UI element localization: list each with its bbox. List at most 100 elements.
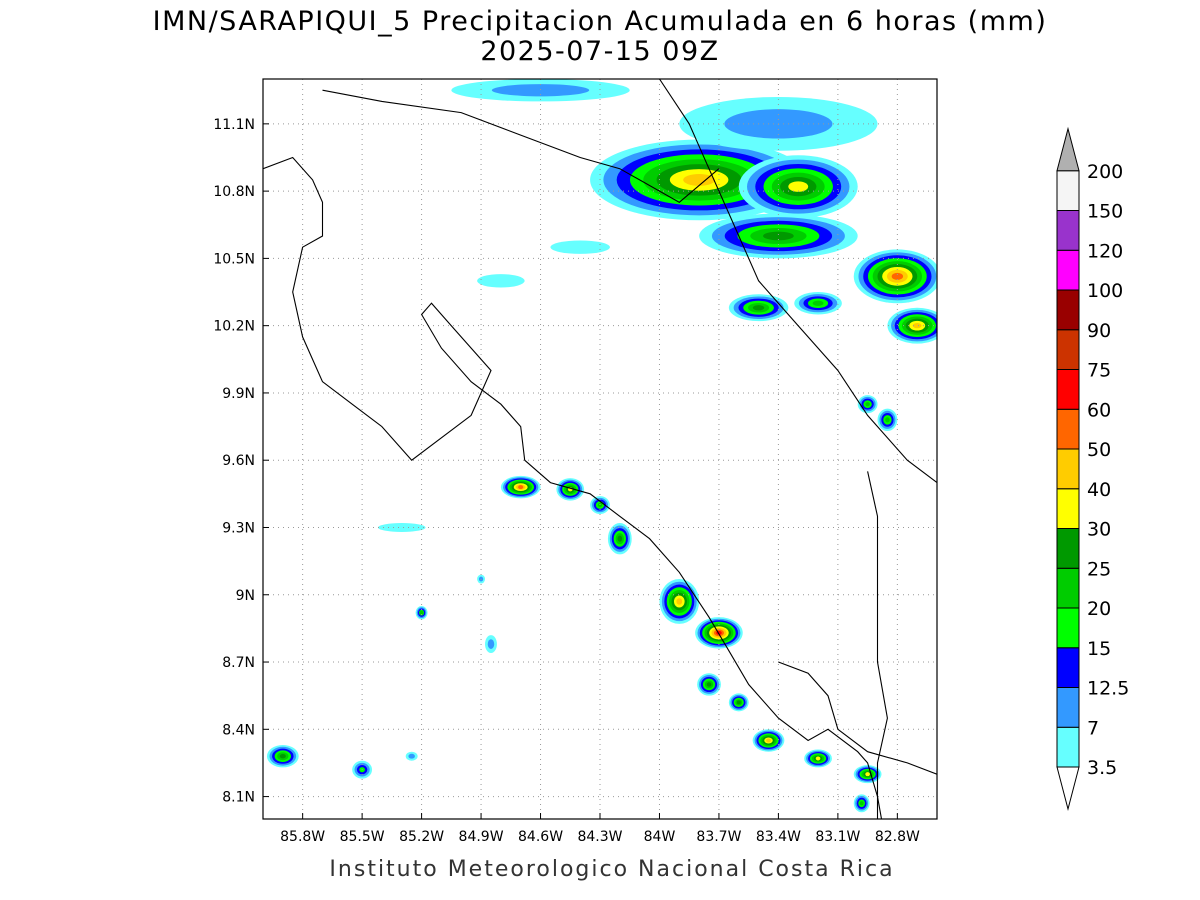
precip-cell <box>659 579 700 624</box>
precip-contour <box>597 502 603 508</box>
lon-tick-label: 82.8W <box>875 829 920 845</box>
precip-contour <box>815 756 821 761</box>
map-plot-area: 85.8W 85.5W 85.2W 84.9W 84.6W 84.3W 84W 83.7W 83… <box>213 78 938 845</box>
precip-cell <box>877 408 898 432</box>
colorbar-swatch <box>1056 448 1080 490</box>
precip-contour <box>859 801 864 806</box>
colorbar-label: 50 <box>1087 439 1111 461</box>
colorbar-swatch <box>1056 607 1080 649</box>
precip-cell <box>853 249 937 304</box>
colorbar-label: 100 <box>1087 280 1123 302</box>
precipitation-colorbar: 3.5 7 12.5 15 20 25 30 40 50 60 75 90 100 120 150 200 <box>1056 126 1129 811</box>
panama-border <box>867 471 888 819</box>
panama-coastline <box>778 661 937 775</box>
precip-cell <box>695 617 743 649</box>
lon-tick-label: 84.6W <box>518 829 563 845</box>
precip-cell <box>728 693 749 712</box>
precip-contour <box>912 323 922 329</box>
precip-cell <box>853 794 870 813</box>
precip-cell <box>266 745 299 768</box>
coastlines-and-borders <box>263 79 937 819</box>
precip-contour <box>706 682 712 687</box>
precip-cell <box>804 749 832 768</box>
colorbar-swatch <box>1056 249 1080 291</box>
precip-contour <box>550 240 610 254</box>
lat-tick-label: 10.8N <box>213 184 255 200</box>
colorbar-swatch <box>1056 726 1080 768</box>
lat-tick-label: 8.1N <box>222 790 255 806</box>
colorbar-label: 75 <box>1087 360 1111 382</box>
colorbar-label: 150 <box>1087 201 1123 223</box>
precip-cell <box>728 294 789 322</box>
map-title: IMN/SARAPIQUI_5 Precipitacion Acumulada … <box>153 6 1048 37</box>
precip-cell <box>415 605 428 620</box>
lon-tick-label: 84W <box>644 829 676 845</box>
colorbar-swatch <box>1056 369 1080 410</box>
precip-contour <box>279 754 286 759</box>
precip-contour <box>788 181 809 192</box>
precip-cell <box>590 496 610 515</box>
lat-tick-label: 9.9N <box>222 386 255 402</box>
precip-contour <box>377 523 426 532</box>
lon-tick-label: 85.2W <box>399 829 444 845</box>
precip-contour <box>763 231 794 241</box>
colorbar-swatch <box>1056 408 1080 450</box>
precip-cell <box>477 274 525 288</box>
precip-cell <box>485 635 497 654</box>
precip-contour <box>419 610 424 615</box>
colorbar-swatch <box>1056 289 1080 331</box>
precip-cell <box>794 292 842 315</box>
nicaragua-border <box>322 89 720 203</box>
precip-contour <box>408 753 415 759</box>
lon-tick-label: 83.4W <box>756 829 801 845</box>
colorbar-swatch <box>1056 687 1080 728</box>
precip-contour <box>491 84 590 97</box>
precip-cell <box>697 673 721 696</box>
precip-contour <box>477 274 525 288</box>
precip-contour <box>812 300 824 306</box>
precip-contour <box>617 535 623 542</box>
precip-cell <box>887 307 937 344</box>
colorbar-swatch <box>1056 210 1080 251</box>
pacific-coastline <box>263 156 883 819</box>
colorbar-label: 90 <box>1087 320 1111 342</box>
colorbar-label: 40 <box>1087 479 1111 501</box>
precip-contour <box>752 305 765 311</box>
colorbar-swatch <box>1056 329 1080 370</box>
colorbar-over-arrow <box>1056 126 1080 172</box>
lat-tick-label: 11.1N <box>213 117 255 133</box>
colorbar-label: 7 <box>1087 717 1099 739</box>
colorbar-label: 20 <box>1087 598 1111 620</box>
precip-cell <box>752 729 785 752</box>
lon-tick-label: 84.3W <box>577 829 622 845</box>
lon-tick-label: 84.9W <box>459 829 504 845</box>
colorbar-swatch <box>1056 170 1080 211</box>
lon-tick-label: 83.1W <box>815 829 860 845</box>
precip-cell <box>451 79 630 102</box>
precip-contour <box>865 402 870 407</box>
precipitation-field <box>266 79 937 813</box>
axis-ticks: 85.8W 85.5W 85.2W 84.9W 84.6W 84.3W 84W 83.7W 83… <box>213 117 920 845</box>
precip-cell <box>556 478 585 501</box>
colorbar-swatch <box>1056 528 1080 569</box>
colorbar-label: 30 <box>1087 519 1111 541</box>
precip-cell <box>607 523 632 555</box>
colorbar-swatch <box>1056 488 1080 529</box>
colorbar-label: 25 <box>1087 558 1111 580</box>
precip-contour <box>518 485 524 490</box>
colorbar-label: 3.5 <box>1087 757 1117 779</box>
lat-tick-label: 8.7N <box>222 655 255 671</box>
precip-contour <box>487 639 495 649</box>
lat-tick-label: 9.3N <box>222 520 255 536</box>
lon-tick-label: 83.7W <box>696 829 741 845</box>
precip-contour <box>676 598 683 605</box>
precip-contour <box>865 772 870 777</box>
map-subtitle: 2025-07-15 09Z <box>480 36 719 67</box>
lat-tick-label: 10.5N <box>213 251 255 267</box>
precip-contour <box>885 417 890 423</box>
lat-tick-label: 10.2N <box>213 319 255 335</box>
colorbar-label: 60 <box>1087 399 1111 421</box>
precip-cell <box>853 765 882 784</box>
lat-tick-label: 9N <box>236 588 255 604</box>
